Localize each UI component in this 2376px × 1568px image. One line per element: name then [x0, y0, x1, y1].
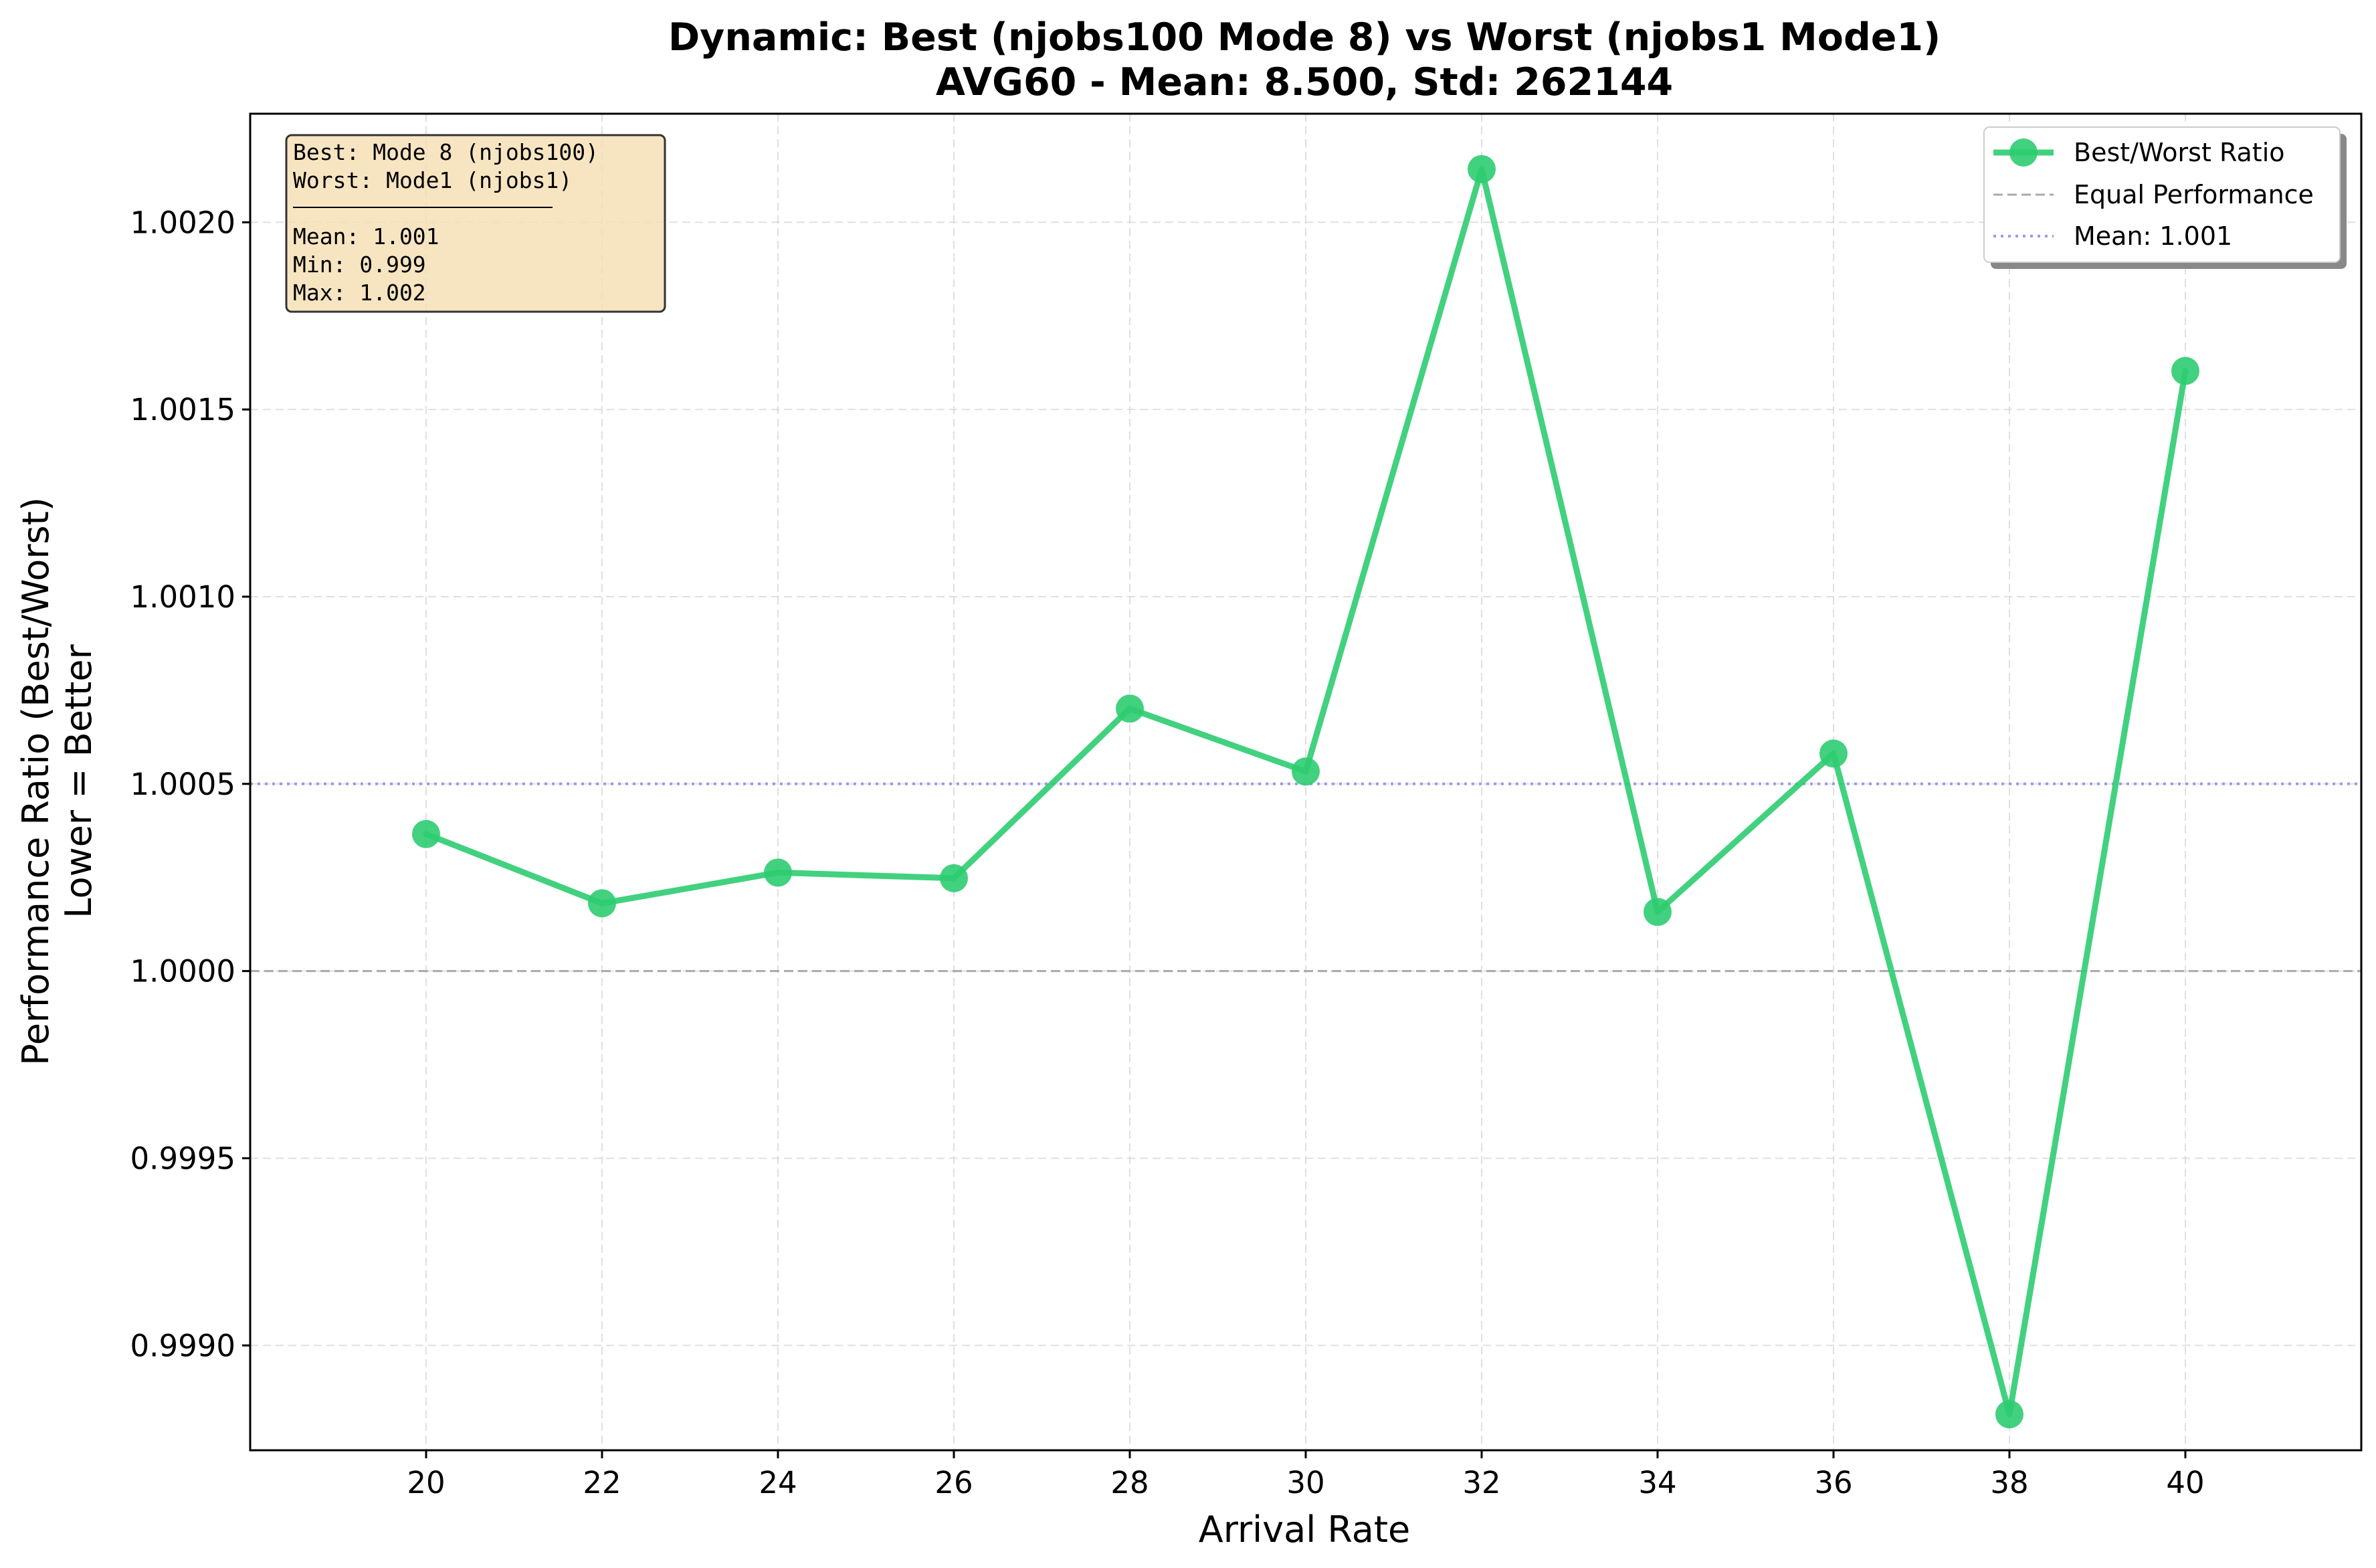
stats-line: Worst: Mode1 (njobs1)	[293, 167, 572, 193]
ticks: 20 22 24 26 28 30 32 34 36 38 40 0.9990 0.9995 1.0000…	[130, 205, 2205, 1500]
x-tick-label: 20	[407, 1465, 445, 1500]
y-tick-label: 1.0000	[130, 954, 235, 989]
chart-title-line-2: AVG60 - Mean: 8.500, Std: 262144	[936, 60, 1673, 104]
data-point	[2171, 357, 2199, 385]
x-tick-label: 38	[1990, 1465, 2028, 1500]
legend-label-series: Best/Worst Ratio	[2074, 138, 2285, 167]
data-point	[1116, 694, 1144, 723]
x-tick-label: 36	[1814, 1465, 1852, 1500]
stats-box: Best: Mode 8 (njobs100) Worst: Mode1 (nj…	[285, 134, 666, 313]
x-tick-label: 28	[1110, 1465, 1149, 1500]
chart-title-line-1: Dynamic: Best (njobs100 Mode 8) vs Worst…	[668, 15, 1941, 60]
legend-label-mean: Mean: 1.001	[2074, 221, 2232, 251]
data-point	[940, 864, 968, 892]
x-tick-label: 26	[934, 1465, 973, 1500]
data-point	[764, 858, 792, 887]
x-tick-label: 22	[583, 1465, 621, 1500]
x-tick-label: 40	[2166, 1465, 2204, 1500]
y-axis-label-line-1: Performance Ratio (Best/Worst)	[15, 497, 57, 1066]
data-point	[588, 889, 616, 918]
x-tick-label: 34	[1638, 1465, 1676, 1500]
data-point	[1644, 898, 1672, 926]
series-layer	[412, 155, 2199, 1429]
legend: Best/Worst Ratio Equal Performance Mean:…	[1983, 126, 2347, 269]
reference-lines	[250, 782, 2361, 973]
data-point	[412, 819, 440, 848]
stats-line: Best: Mode 8 (njobs100)	[293, 139, 599, 165]
y-tick-label: 1.0005	[130, 767, 235, 802]
legend-label-equal: Equal Performance	[2074, 180, 2314, 209]
legend-series-marker	[2009, 138, 2038, 167]
stats-line: Min: 0.999	[293, 252, 426, 278]
x-tick-label: 32	[1462, 1465, 1500, 1500]
y-tick-label: 0.9995	[130, 1141, 235, 1176]
y-tick-label: 1.0020	[130, 205, 235, 240]
stats-line: Mean: 1.001	[293, 223, 439, 250]
data-point	[1995, 1400, 2023, 1429]
y-tick-label: 0.9990	[130, 1328, 235, 1363]
legend-box	[1983, 126, 2341, 263]
y-axis-label: Performance Ratio (Best/Worst) Lower = B…	[15, 497, 100, 1066]
stats-line: Max: 1.002	[293, 280, 426, 306]
data-point	[1468, 155, 1496, 183]
x-tick-label: 30	[1286, 1465, 1324, 1500]
x-axis-label: Arrival Rate	[1199, 1508, 1410, 1551]
data-point	[1292, 757, 1320, 786]
data-point	[1819, 739, 1848, 768]
y-tick-label: 1.0015	[130, 392, 235, 427]
y-tick-label: 1.0010	[130, 579, 235, 615]
x-tick-label: 24	[759, 1465, 797, 1500]
stats-box-background	[285, 134, 666, 313]
y-axis-label-line-2: Lower = Better	[58, 644, 100, 918]
